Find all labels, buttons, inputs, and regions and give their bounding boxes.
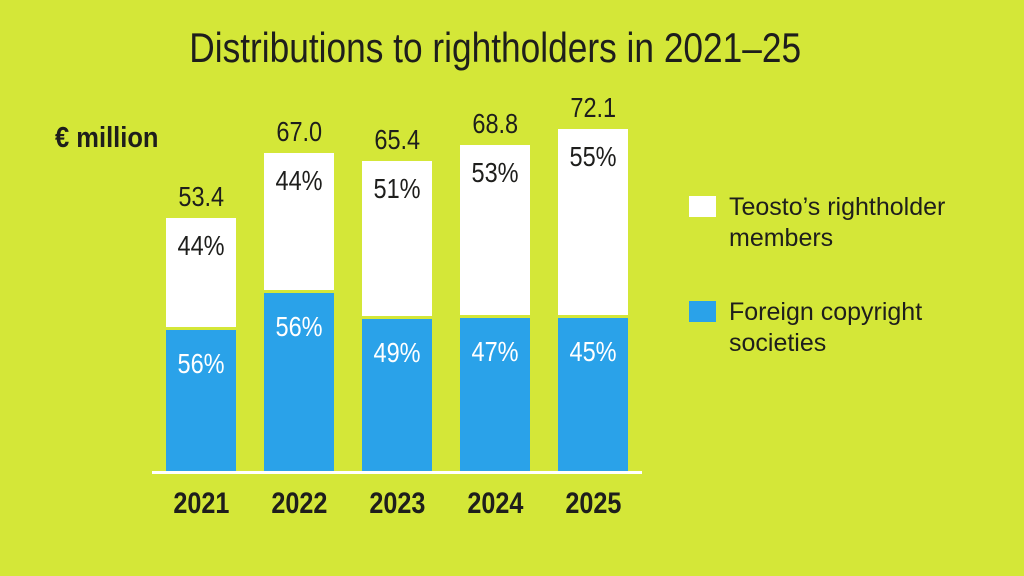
- bar-total-label: 68.8: [472, 108, 518, 139]
- segment-percent-label: 45%: [569, 336, 617, 367]
- segment-percent-label: 55%: [569, 141, 617, 172]
- x-axis-line: [152, 471, 642, 474]
- segment-percent-label: 53%: [471, 157, 519, 188]
- legend-item-members: Teosto’s rightholder members: [689, 192, 989, 254]
- chart-title-wrap: Distributions to rightholders in 2021–25: [0, 24, 990, 72]
- bar-segment-members: 51%: [362, 161, 432, 316]
- segment-percent-label: 51%: [373, 173, 421, 204]
- x-axis-label-2022: 2022: [270, 487, 328, 520]
- bar-total-label: 72.1: [570, 92, 616, 123]
- segment-percent-label: 49%: [373, 337, 421, 368]
- segment-percent-label: 56%: [275, 311, 323, 342]
- chart-title: Distributions to rightholders in 2021–25: [189, 24, 801, 71]
- bar-2021: 53.4 44% 56%: [166, 181, 236, 472]
- x-axis-label-2025: 2025: [564, 487, 622, 520]
- blue-swatch-icon: [689, 301, 716, 322]
- segment-percent-label: 47%: [471, 336, 519, 367]
- x-axis-label-2024: 2024: [466, 487, 524, 520]
- bar-total-label: 53.4: [178, 181, 224, 212]
- bar-segment-members: 53%: [460, 145, 530, 315]
- segment-percent-label: 44%: [177, 230, 225, 261]
- bar-segment-foreign: 47%: [460, 318, 530, 472]
- bar-total-label: 67.0: [276, 116, 322, 147]
- bar-segment-foreign: 49%: [362, 319, 432, 472]
- bar-segment-members: 44%: [264, 153, 334, 290]
- unit-label: € million: [55, 122, 159, 154]
- white-swatch-icon: [689, 196, 716, 217]
- bar-segment-foreign: 45%: [558, 318, 628, 472]
- bar-2023: 65.4 51% 49%: [362, 124, 432, 472]
- bar-segment-members: 44%: [166, 218, 236, 327]
- bar-segment-foreign: 56%: [264, 293, 334, 472]
- segment-percent-label: 56%: [177, 348, 225, 379]
- bar-2022: 67.0 44% 56%: [264, 116, 334, 472]
- legend-label-foreign: Foreign copyright societies: [729, 298, 923, 357]
- segment-percent-label: 44%: [275, 165, 323, 196]
- bar-2025: 72.1 55% 45%: [558, 92, 628, 472]
- x-axis-label-2021: 2021: [172, 487, 230, 520]
- legend-label-members: Teosto’s rightholder members: [729, 193, 946, 252]
- bar-segment-foreign: 56%: [166, 330, 236, 472]
- bar-total-label: 65.4: [374, 124, 420, 155]
- bar-2024: 68.8 53% 47%: [460, 108, 530, 472]
- x-axis-label-2023: 2023: [368, 487, 426, 520]
- bar-segment-members: 55%: [558, 129, 628, 315]
- legend-item-foreign: Foreign copyright societies: [689, 297, 989, 359]
